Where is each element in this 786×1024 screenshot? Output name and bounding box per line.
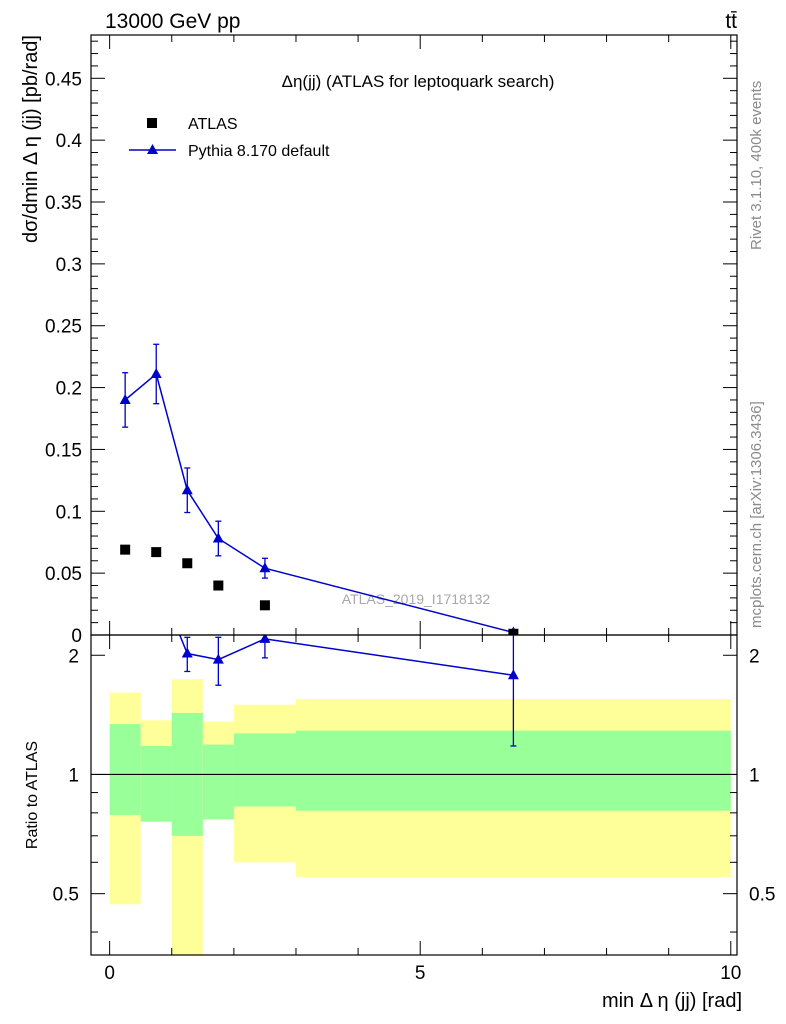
ratio-y-tick-label-right: 1: [749, 765, 760, 786]
atlas-point-5: [508, 628, 519, 635]
pythia-point-3: [212, 532, 224, 543]
mcplots-label: mcplots.cern.ch [arXiv:1306.3436]: [748, 401, 765, 628]
ratio-inner-band-1: [140, 745, 172, 822]
ratio-y-tick-label-left: 2: [68, 646, 79, 667]
main-plot-marks: [119, 343, 519, 635]
legend-marker-pythia: [147, 144, 158, 154]
ratio-plot-marks: [120, 571, 519, 747]
legend-marker-atlas: [147, 118, 157, 128]
main-y-tick-label: 0.3: [56, 255, 82, 276]
ratio-y-tick-label-left: 0.5: [53, 885, 79, 906]
pythia-point-4: [259, 562, 271, 573]
chart-title: Δη(jj) (ATLAS for leptoquark search): [282, 72, 555, 91]
main-y-axis-label: dσ/dmin Δ η (jj) [pb/rad]: [20, 35, 42, 243]
x-tick-label: 0: [104, 963, 115, 984]
ratio-frame: [90, 634, 738, 956]
ratio-point-1: [151, 571, 162, 581]
legend-label-atlas: ATLAS: [188, 116, 238, 133]
ratio-y-tick-label-right: 0.5: [749, 885, 775, 906]
atlas-point-2: [182, 558, 193, 569]
rivet-label: Rivet 3.1.10, 400k events: [748, 81, 765, 250]
legend-label-pythia: Pythia 8.170 default: [188, 143, 330, 160]
main-y-tick-label: 0.4: [56, 131, 83, 152]
ratio-y-axis-label: Ratio to ATLAS: [24, 741, 41, 849]
ratio-bands: [91, 679, 737, 955]
ratio-pythia-line: [178, 635, 514, 677]
axis-ticks: 0 0.05 0.1 0.15 0.2 0.25 0.3 0.35 0.4 0.45 0 5 10 0.5…: [45, 35, 775, 984]
atlas-point-4: [259, 600, 270, 611]
ratio-inner-band-3: [202, 744, 234, 820]
legend: ATLAS Pythia 8.170 default: [129, 116, 330, 160]
analysis-watermark: ATLAS_2019_I1718132: [342, 591, 491, 607]
x-tick-label: 10: [720, 963, 741, 984]
x-axis-label: min Δ η (jj) [rad]: [602, 990, 742, 1012]
main-y-tick-label: 0.45: [45, 69, 82, 90]
main-y-tick-label: 0: [71, 626, 82, 647]
atlas-point-1: [151, 547, 162, 558]
main-y-tick-label: 0.15: [45, 440, 82, 461]
pythia-point-2: [181, 484, 193, 495]
atlas-point-0: [120, 544, 131, 555]
pythia-line: [124, 372, 514, 634]
x-tick-label: 5: [415, 963, 426, 984]
ratio-point-5: [507, 669, 519, 680]
ratio-y-tick-label-right: 2: [749, 646, 760, 667]
process-label: tt̄: [725, 10, 737, 33]
atlas-point-3: [213, 580, 224, 591]
energy-label: 13000 GeV pp: [105, 10, 240, 33]
main-y-tick-label: 0.1: [56, 502, 82, 523]
main-y-tick-label: 0.25: [45, 317, 82, 338]
ratio-point-4: [259, 635, 271, 643]
pythia-point-1: [150, 367, 162, 378]
pythia-point-0: [119, 393, 131, 404]
ratio-inner-band-4: [233, 733, 296, 807]
main-y-tick-label: 0.05: [45, 564, 82, 585]
main-y-tick-label: 0.35: [45, 193, 82, 214]
ratio-point-0: [120, 594, 131, 604]
ratio-point-2: [181, 647, 193, 658]
ratio-inner-band-0: [109, 724, 141, 815]
ratio-y-tick-label-left: 1: [68, 765, 79, 786]
ratio-point-3: [212, 653, 224, 664]
main-y-tick-label: 0.2: [56, 379, 82, 400]
